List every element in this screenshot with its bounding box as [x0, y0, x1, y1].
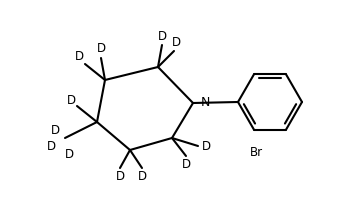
Text: D: D — [171, 35, 180, 49]
Text: N: N — [201, 97, 210, 109]
Text: D: D — [202, 139, 211, 152]
Text: D: D — [75, 50, 84, 63]
Text: D: D — [50, 123, 60, 136]
Text: D: D — [96, 42, 105, 55]
Text: D: D — [116, 171, 125, 184]
Text: D: D — [46, 139, 56, 152]
Text: D: D — [65, 147, 74, 160]
Text: Br: Br — [249, 146, 263, 159]
Text: D: D — [181, 158, 191, 171]
Text: D: D — [158, 29, 167, 42]
Text: D: D — [66, 93, 76, 106]
Text: D: D — [137, 171, 146, 184]
